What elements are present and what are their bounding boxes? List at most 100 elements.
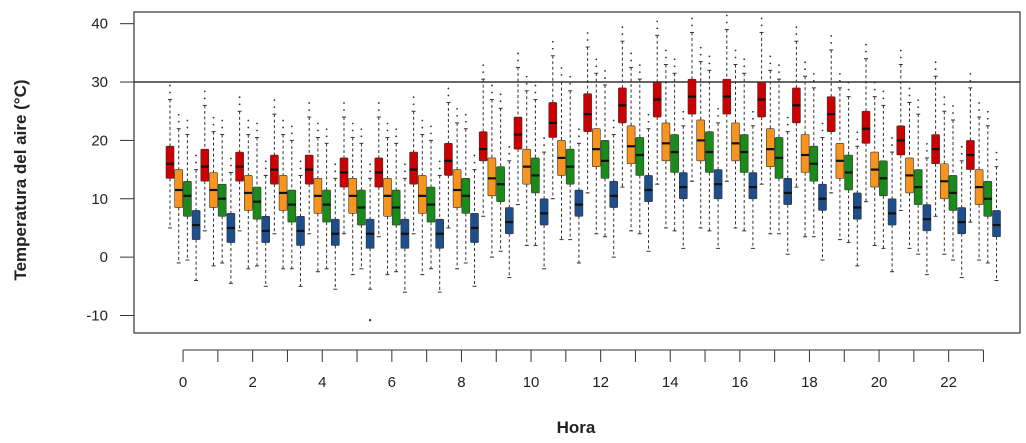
outlier-point — [238, 96, 241, 99]
outlier-point — [221, 126, 224, 129]
outlier-point — [812, 72, 815, 75]
outlier-point — [256, 129, 258, 132]
outlier-point — [882, 90, 885, 93]
outlier-point — [795, 33, 798, 36]
outlier-point — [682, 110, 685, 113]
box-2-1 — [244, 119, 253, 270]
outlier-point — [708, 62, 711, 65]
outlier-point — [395, 135, 398, 138]
box-15-0 — [687, 17, 697, 182]
box-14-1 — [661, 49, 671, 229]
outlier-point — [195, 161, 198, 164]
outlier-point — [986, 117, 989, 120]
outlier-point — [656, 27, 659, 30]
box-2-3 — [261, 160, 271, 287]
outlier-point — [517, 59, 519, 62]
box-12-1 — [591, 58, 601, 235]
iqr-box — [661, 122, 671, 162]
outlier-point — [995, 158, 998, 161]
outlier-point — [334, 170, 337, 173]
outlier-point — [299, 160, 302, 163]
outlier-point — [926, 143, 928, 145]
iqr-box — [548, 102, 558, 138]
outlier-point — [856, 138, 859, 141]
box-2-2 — [252, 122, 262, 267]
outlier-point — [578, 128, 580, 131]
x-tick-label: 20 — [871, 374, 888, 391]
boxes-layer — [165, 14, 1001, 322]
outlier-point — [847, 88, 850, 91]
outlier-point — [638, 71, 641, 74]
outlier-point — [325, 128, 328, 131]
box-15-1 — [696, 46, 706, 229]
labels-layer: Hora Temperatura del aire (°C) — [11, 79, 596, 437]
box-5-2 — [357, 128, 366, 270]
outlier-point — [917, 106, 920, 109]
outlier-point — [595, 65, 598, 68]
iqr-box — [513, 116, 523, 150]
outlier-point — [908, 87, 911, 90]
outlier-point — [960, 145, 963, 148]
box-3-0 — [270, 99, 279, 235]
outlier-point — [203, 90, 206, 93]
outlier-point — [708, 55, 711, 58]
outlier-point — [195, 154, 198, 157]
outlier-point — [778, 64, 780, 67]
outlier-point — [551, 40, 554, 43]
outlier-point — [334, 163, 337, 166]
outlier-point — [665, 56, 667, 59]
x-axis-title: Hora — [557, 418, 596, 437]
iqr-box — [922, 204, 932, 232]
outlier-point — [473, 161, 476, 164]
outlier-point — [560, 74, 563, 76]
iqr-box — [183, 180, 192, 217]
outlier-point — [952, 112, 954, 114]
outlier-point — [256, 122, 258, 125]
box-14-2 — [670, 58, 679, 232]
iqr-box — [748, 172, 758, 200]
box-9-0 — [478, 64, 488, 217]
box-3-1 — [278, 119, 288, 270]
box-11-1 — [557, 67, 566, 241]
iqr-box — [574, 189, 584, 217]
iqr-box — [165, 145, 175, 179]
outlier-point — [308, 109, 311, 111]
outlier-point — [508, 152, 511, 155]
iqr-box — [644, 175, 653, 202]
iqr-box — [261, 215, 271, 243]
outlier-point — [491, 84, 493, 87]
outlier-point — [917, 99, 920, 102]
box-19-2 — [844, 81, 853, 244]
outlier-point — [238, 103, 241, 106]
box-20-2 — [879, 90, 888, 249]
iqr-box — [504, 207, 514, 235]
outlier-point — [856, 131, 859, 134]
y-tick-label: 20 — [91, 132, 108, 149]
outlier-point — [978, 109, 980, 111]
iqr-box — [383, 178, 392, 217]
outlier-point — [221, 119, 224, 122]
outlier-point — [891, 144, 893, 146]
outlier-point — [821, 129, 824, 132]
outlier-point — [734, 49, 737, 52]
outlier-point — [491, 91, 493, 94]
box-19-3 — [852, 131, 862, 267]
axes-layer: -10 0 10 20 30 40 0 2 4 6 8 10 12 14 16 18 20 22 — [86, 11, 1021, 391]
outlier-point — [525, 75, 528, 78]
outlier-point — [447, 94, 450, 97]
outlier-point — [360, 128, 363, 131]
outlier-point — [325, 135, 328, 138]
box-16-2 — [739, 58, 749, 232]
outlier-point — [177, 113, 180, 116]
iqr-box — [330, 218, 340, 246]
outlier-point — [447, 87, 450, 90]
outlier-point — [499, 100, 502, 103]
outlier-point — [290, 125, 293, 128]
outlier-point — [369, 163, 371, 166]
outlier-point — [247, 119, 250, 122]
outlier-point — [456, 107, 458, 110]
outlier-point — [760, 24, 763, 27]
y-tick-label: 0 — [100, 249, 108, 266]
box-13-0 — [618, 26, 627, 188]
outlier-point — [769, 55, 772, 58]
